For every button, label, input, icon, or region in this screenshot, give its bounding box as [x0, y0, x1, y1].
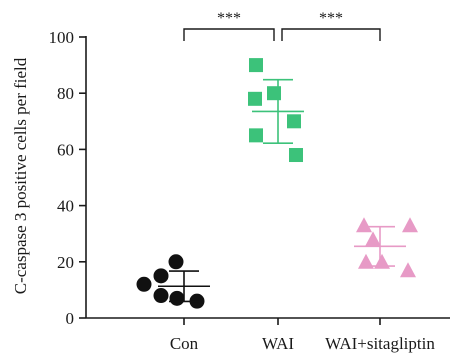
x-tick-label: WAI+sitagliptin [325, 334, 435, 353]
data-point-triangle [374, 253, 390, 269]
data-point-triangle [356, 217, 372, 233]
y-tick-label: 20 [57, 253, 74, 272]
data-point-square [267, 86, 281, 101]
significance-bracket [281, 28, 381, 41]
data-point-triangle [402, 217, 418, 233]
significance-bracket [183, 28, 275, 41]
data-point-triangle [400, 262, 416, 278]
data-point-circle [169, 290, 185, 306]
data-point-triangle [365, 231, 381, 247]
y-tick-label: 100 [49, 28, 75, 47]
significance-brackets: *** *** [183, 10, 381, 41]
axes: 0 20 40 60 80 100 Con WAI WAI+sitagliptin [49, 28, 450, 353]
x-tick-label: WAI [262, 334, 294, 353]
data-point-triangle [358, 253, 374, 269]
y-tick-label: 0 [66, 309, 75, 328]
data-point-square [249, 128, 263, 143]
data-point-circle [168, 254, 184, 270]
data-point-square [287, 114, 301, 129]
data-point-square [289, 148, 303, 163]
y-tick-label: 40 [57, 197, 74, 216]
x-tick-label: Con [170, 334, 199, 353]
significance-label: *** [319, 10, 343, 27]
data-point-circle [153, 288, 169, 304]
data-point-square [248, 91, 262, 106]
data-marks [136, 58, 418, 309]
significance-label: *** [217, 10, 241, 27]
data-point-circle [153, 268, 169, 284]
y-tick-label: 60 [57, 140, 74, 159]
data-point-square [249, 58, 263, 73]
y-axis-label: C-caspase 3 positive cells per field [11, 57, 30, 294]
y-tick-label: 80 [57, 84, 74, 103]
data-point-circle [136, 276, 152, 292]
